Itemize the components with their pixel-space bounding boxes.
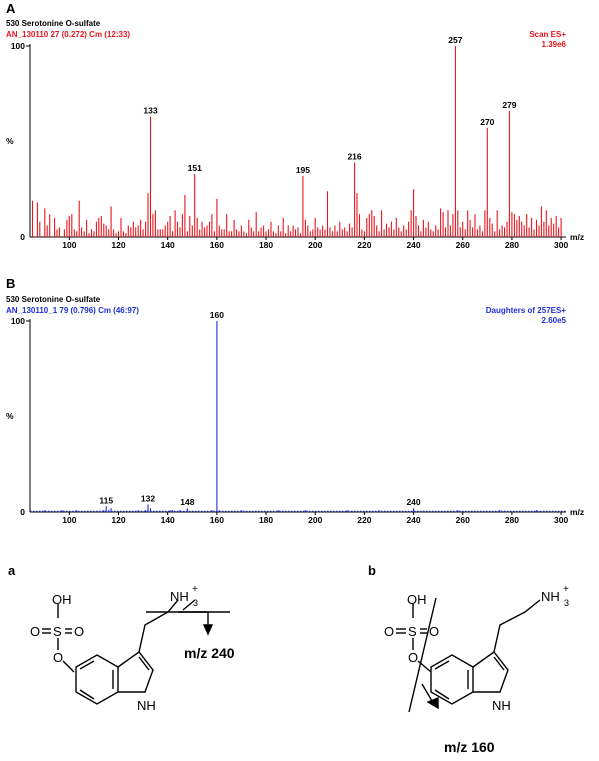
xtick-label-a-120: 120: [111, 240, 125, 250]
spectrum-panel-b: B 530 Serotonine O-sulfate AN_130110_1 7…: [6, 276, 584, 525]
peak-label-a-270: 270: [480, 117, 494, 127]
panel-b-peaks: [30, 321, 566, 512]
xtick-label-b-140: 140: [161, 515, 175, 525]
panel-a-xticks: 100 120 140 160 180 200 220 240 260 280 300: [62, 237, 568, 250]
panel-b-scan-mode: Daughters of 257ES+: [486, 306, 567, 315]
xtick-label-a-160: 160: [210, 240, 224, 250]
structure-a-oh: OH: [52, 592, 72, 607]
peak-label-a-257: 257: [448, 35, 462, 45]
structure-b-ester-o: O: [408, 650, 418, 665]
structure-a: a OH O S O: [8, 563, 235, 713]
structure-b-sulfur: S: [408, 624, 417, 639]
panel-a-peak-labels: 133 151 195 216 257 270 279: [143, 35, 516, 175]
structure-b-nh: NH: [492, 698, 511, 713]
panel-b-run-info: AN_130110_1 79 (0.796) Cm (46:97): [6, 306, 139, 315]
panel-a-scan-mode: Scan ES+: [529, 30, 566, 39]
panel-a-run-info: AN_130110 27 (0.272) Cm (12:33): [6, 30, 130, 39]
structure-a-nh: NH: [137, 698, 156, 713]
structure-b-charge: +: [563, 584, 569, 595]
structure-a-oxo-right: O: [74, 624, 84, 639]
xtick-label-a-100: 100: [62, 240, 76, 250]
panel-a-ylabel-100: 100: [11, 41, 25, 51]
panel-b-xticks: 100 120 140 160 180 200 220 240 260 280 300: [62, 512, 568, 525]
panel-a-ylabel-0: 0: [20, 232, 25, 242]
panel-a-intensity: 1.39e6: [542, 40, 567, 49]
panel-a-xlabel: m/z: [570, 232, 584, 242]
peak-label-a-133: 133: [143, 106, 157, 116]
structure-b-oxo-right: O: [429, 624, 439, 639]
peak-label-b-132: 132: [141, 493, 155, 503]
structure-a-fragment-label: m/z 240: [184, 645, 235, 661]
xtick-label-a-180: 180: [259, 240, 273, 250]
xtick-label-b-280: 280: [505, 515, 519, 525]
panel-b-ylabel-percent: %: [6, 411, 14, 421]
xtick-label-a-240: 240: [406, 240, 420, 250]
structure-b-fragmentation: [408, 597, 439, 713]
xtick-label-a-140: 140: [161, 240, 175, 250]
peak-label-a-195: 195: [296, 165, 310, 175]
panel-a-peaks: [31, 46, 562, 237]
structure-b-bonds: [396, 599, 541, 705]
xtick-label-b-240: 240: [406, 515, 420, 525]
panel-b-intensity: 2.60e5: [542, 316, 567, 325]
structure-a-amine: NH: [170, 589, 189, 604]
panel-letter-a: A: [6, 1, 16, 16]
xtick-label-b-180: 180: [259, 515, 273, 525]
structure-letter-a: a: [8, 563, 16, 578]
panel-b-xlabel: m/z: [570, 507, 584, 517]
spectrum-panel-a: A 530 Serotonine O-sulfate AN_130110 27 …: [6, 1, 584, 250]
xtick-label-b-120: 120: [111, 515, 125, 525]
structure-b-oxo-left: O: [384, 624, 394, 639]
xtick-label-b-100: 100: [62, 515, 76, 525]
xtick-label-b-300: 300: [554, 515, 568, 525]
structure-a-sulfur: S: [53, 624, 62, 639]
xtick-label-a-220: 220: [357, 240, 371, 250]
structure-b: b OH O S O O: [368, 563, 569, 755]
xtick-label-a-200: 200: [308, 240, 322, 250]
structure-letter-b: b: [368, 563, 376, 578]
peak-label-a-216: 216: [347, 152, 361, 162]
structure-b-fragment-label: m/z 160: [444, 739, 495, 755]
structure-a-oxo-left: O: [30, 624, 40, 639]
structure-a-bonds: [42, 599, 179, 705]
structure-b-amine-subscript: 3: [564, 598, 569, 608]
panel-b-ylabel-100: 100: [11, 316, 25, 326]
panel-a-title: 530 Serotonine O-sulfate: [6, 19, 101, 28]
structure-a-amine-subscript: 3: [193, 598, 198, 608]
peak-label-b-115: 115: [99, 495, 113, 505]
xtick-label-b-220: 220: [357, 515, 371, 525]
panel-b-peak-labels: 115 132 148 160 240: [99, 310, 421, 507]
xtick-label-b-200: 200: [308, 515, 322, 525]
peak-label-b-148: 148: [180, 497, 194, 507]
structure-b-amine: NH: [541, 589, 560, 604]
xtick-label-a-260: 260: [456, 240, 470, 250]
structure-a-charge: +: [192, 584, 198, 595]
peak-label-a-151: 151: [188, 163, 202, 173]
panel-b-ylabel-0: 0: [20, 507, 25, 517]
panel-b-title: 530 Serotonine O-sulfate: [6, 295, 101, 304]
xtick-label-b-260: 260: [456, 515, 470, 525]
panel-letter-b: B: [6, 276, 15, 291]
structure-a-ester-o: O: [53, 650, 63, 665]
xtick-label-a-280: 280: [505, 240, 519, 250]
structure-b-oh: OH: [407, 592, 427, 607]
panel-a-ylabel-percent: %: [6, 136, 14, 146]
xtick-label-b-160: 160: [210, 515, 224, 525]
peak-label-a-279: 279: [502, 100, 516, 110]
peak-label-b-240: 240: [406, 497, 420, 507]
xtick-label-a-300: 300: [554, 240, 568, 250]
structure-a-fragmentation: [146, 599, 230, 636]
peak-label-b-160: 160: [210, 310, 224, 320]
